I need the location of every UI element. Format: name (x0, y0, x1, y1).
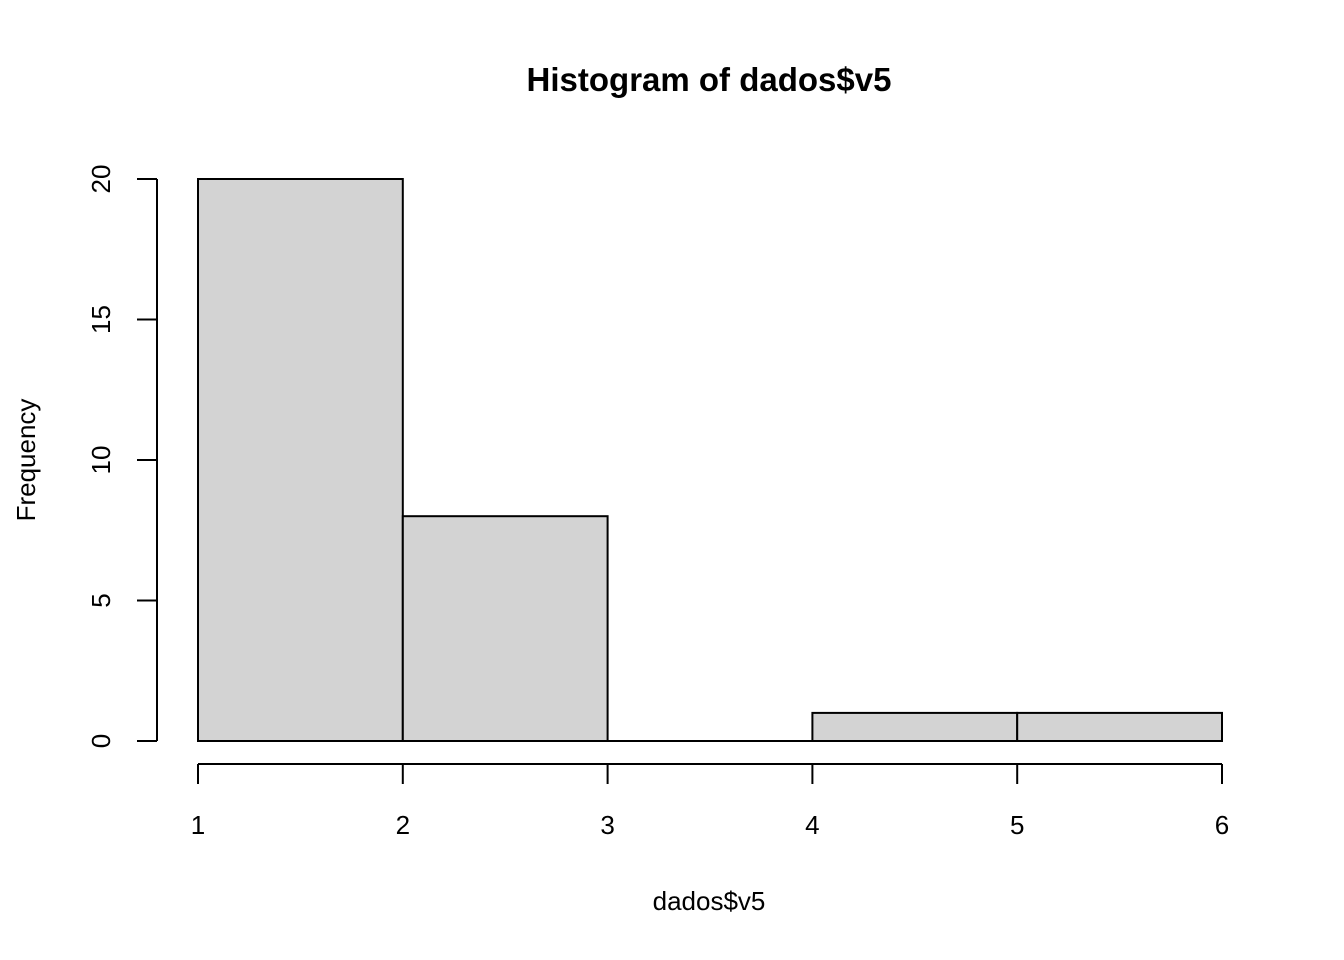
x-tick-label: 3 (600, 810, 614, 840)
x-tick-label: 1 (191, 810, 205, 840)
y-tick-label: 15 (86, 305, 116, 334)
y-tick-label: 0 (86, 734, 116, 748)
y-tick-label: 20 (86, 165, 116, 194)
x-tick-label: 6 (1215, 810, 1229, 840)
x-tick-label: 4 (805, 810, 819, 840)
y-axis-label: Frequency (11, 399, 41, 522)
x-tick-label: 5 (1010, 810, 1024, 840)
y-tick-label: 5 (86, 593, 116, 607)
x-axis: 1 2 3 4 5 6 (191, 763, 1229, 840)
x-tick-label: 2 (396, 810, 410, 840)
x-axis-label: dados$v5 (653, 886, 766, 916)
bars-group (197, 178, 1224, 743)
histogram-bar-1 (197, 178, 404, 742)
y-axis: 0 5 10 15 20 (86, 165, 158, 748)
histogram-bar-2 (401, 515, 609, 743)
histogram-bar-4 (811, 711, 1019, 743)
histogram-bar-5 (1016, 711, 1224, 743)
chart-title: Histogram of dados$v5 (527, 61, 892, 98)
y-tick-label: 10 (86, 446, 116, 475)
